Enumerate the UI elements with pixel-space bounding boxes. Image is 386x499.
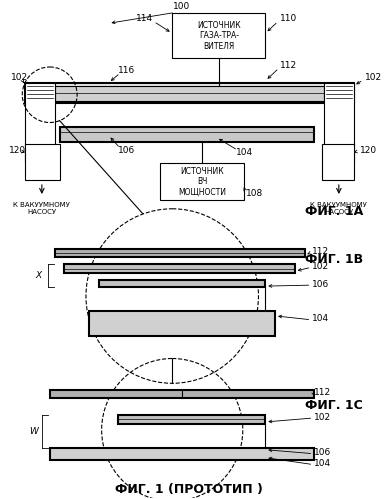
Text: ИСТОЧНИК
ВЧ
МОЩНОСТИ: ИСТОЧНИК ВЧ МОЩНОСТИ bbox=[178, 167, 226, 197]
Bar bbox=[99, 280, 265, 287]
Text: 114: 114 bbox=[135, 14, 152, 23]
Text: К ВАКУУМНОМУ
НАСОСУ: К ВАКУУМНОМУ НАСОСУ bbox=[310, 202, 367, 215]
Bar bbox=[54, 250, 305, 257]
Text: 102: 102 bbox=[314, 413, 332, 422]
Text: ФИГ. 1А: ФИГ. 1А bbox=[305, 205, 363, 218]
Bar bbox=[25, 144, 59, 180]
Text: 104: 104 bbox=[314, 459, 332, 468]
Bar bbox=[161, 163, 244, 200]
Bar bbox=[324, 83, 354, 162]
Text: 102: 102 bbox=[365, 73, 383, 82]
Text: 112: 112 bbox=[312, 247, 330, 256]
Bar bbox=[25, 83, 54, 162]
Bar bbox=[89, 311, 275, 336]
Text: 106: 106 bbox=[312, 279, 330, 288]
Text: 112: 112 bbox=[314, 388, 332, 397]
Bar bbox=[322, 144, 354, 180]
Text: ФИГ. 1В: ФИГ. 1В bbox=[305, 253, 363, 266]
Text: 112: 112 bbox=[280, 60, 297, 69]
Text: W: W bbox=[29, 427, 38, 436]
Text: 108: 108 bbox=[246, 190, 263, 199]
Text: 102: 102 bbox=[10, 73, 28, 82]
Bar bbox=[64, 264, 295, 273]
Text: ФИГ. 1 (ПРОТОТИП ): ФИГ. 1 (ПРОТОТИП ) bbox=[115, 483, 263, 496]
Bar bbox=[50, 390, 314, 398]
Text: 102: 102 bbox=[312, 262, 330, 271]
Text: 120: 120 bbox=[8, 146, 25, 155]
Text: 104: 104 bbox=[236, 148, 253, 157]
Text: 116: 116 bbox=[119, 66, 135, 75]
Text: 106: 106 bbox=[119, 146, 135, 155]
Bar bbox=[54, 86, 324, 101]
Text: 104: 104 bbox=[312, 314, 330, 323]
Text: 110: 110 bbox=[280, 14, 297, 23]
Bar bbox=[25, 83, 354, 103]
Text: 100: 100 bbox=[173, 2, 191, 11]
Text: ФИГ. 1С: ФИГ. 1С bbox=[305, 399, 362, 412]
Text: К ВАКУУМНОМУ
НАСОСУ: К ВАКУУМНОМУ НАСОСУ bbox=[14, 202, 70, 215]
Text: ИСТОЧНИК
ГАЗА-ТРА-
ВИТЕЛЯ: ИСТОЧНИК ГАЗА-ТРА- ВИТЕЛЯ bbox=[197, 21, 240, 51]
Bar bbox=[172, 13, 265, 58]
Bar bbox=[119, 415, 265, 424]
Text: 106: 106 bbox=[314, 448, 332, 457]
Bar bbox=[59, 127, 314, 142]
Bar bbox=[50, 448, 314, 460]
Text: X: X bbox=[36, 271, 42, 280]
Text: 120: 120 bbox=[361, 146, 378, 155]
